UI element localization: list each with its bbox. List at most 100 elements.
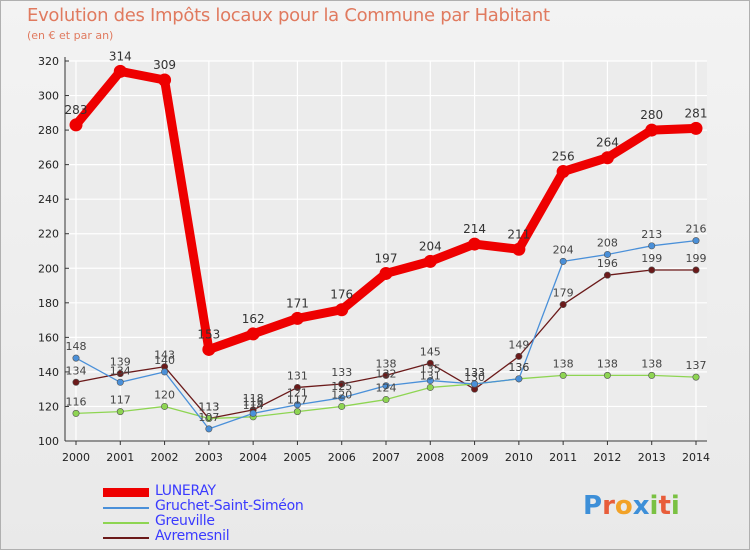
data-point xyxy=(72,409,80,417)
data-label: 107 xyxy=(198,411,219,424)
data-point xyxy=(648,266,656,274)
data-label: 153 xyxy=(197,327,220,341)
data-label: 256 xyxy=(552,150,575,164)
x-tick-label: 2011 xyxy=(549,451,577,464)
data-label: 145 xyxy=(420,345,441,358)
y-tick-label: 300 xyxy=(38,90,59,103)
data-label: 264 xyxy=(596,136,619,150)
y-tick-label: 260 xyxy=(38,159,59,172)
x-tick-label: 2006 xyxy=(328,451,356,464)
x-tick-label: 2009 xyxy=(461,451,489,464)
data-label: 283 xyxy=(65,103,88,117)
x-tick-label: 2001 xyxy=(106,451,134,464)
data-label: 131 xyxy=(420,369,441,382)
legend-swatch xyxy=(103,521,149,524)
data-label: 120 xyxy=(331,388,352,401)
data-point xyxy=(116,408,124,416)
data-label: 137 xyxy=(686,359,707,372)
x-tick-label: 2007 xyxy=(372,451,400,464)
legend-swatch xyxy=(103,488,149,497)
data-label: 139 xyxy=(110,356,131,369)
legend-label: Gruchet-Saint-Siméon xyxy=(155,498,304,514)
data-point xyxy=(559,301,567,309)
data-label: 133 xyxy=(464,366,485,379)
data-label: 138 xyxy=(376,357,397,370)
data-point xyxy=(423,254,437,268)
data-point xyxy=(205,415,213,423)
data-point xyxy=(72,354,80,362)
data-label: 121 xyxy=(287,387,308,400)
legend-label: Avremesnil xyxy=(155,528,230,544)
data-point xyxy=(205,425,213,433)
data-point xyxy=(692,373,700,381)
data-point xyxy=(379,266,393,280)
x-tick-label: 2014 xyxy=(682,451,710,464)
data-label: 134 xyxy=(66,364,87,377)
x-tick-label: 2000 xyxy=(62,451,90,464)
x-tick-label: 2002 xyxy=(151,451,179,464)
data-label: 113 xyxy=(198,401,219,414)
data-point xyxy=(161,368,169,376)
data-label: 130 xyxy=(464,371,485,384)
chart-title: Evolution des Impôts locaux pour la Comm… xyxy=(27,5,550,26)
data-label: 280 xyxy=(640,108,663,122)
data-label: 116 xyxy=(66,395,87,408)
data-point xyxy=(515,352,523,360)
data-point xyxy=(603,271,611,279)
data-point xyxy=(293,408,301,416)
data-label: 171 xyxy=(286,296,309,310)
logo-letter: x xyxy=(632,491,650,521)
data-point xyxy=(692,266,700,274)
legend-swatch xyxy=(103,506,149,509)
data-label: 120 xyxy=(154,388,175,401)
logo-letter: r xyxy=(602,491,615,521)
data-label: 114 xyxy=(243,399,264,412)
data-label: 113 xyxy=(198,401,219,414)
data-label: 133 xyxy=(464,366,485,379)
data-label: 135 xyxy=(420,363,441,376)
x-tick-label: 2008 xyxy=(416,451,444,464)
y-tick-label: 240 xyxy=(38,193,59,206)
data-label: 199 xyxy=(686,252,707,265)
data-label: 179 xyxy=(553,287,574,300)
y-tick-label: 180 xyxy=(38,297,59,310)
y-tick-label: 220 xyxy=(38,228,59,241)
data-point xyxy=(382,396,390,404)
legend-label: Greuville xyxy=(155,513,215,529)
logo-letter: P xyxy=(583,491,603,521)
data-label: 309 xyxy=(153,58,176,72)
data-point xyxy=(648,242,656,250)
logo-letter: i xyxy=(670,491,680,521)
data-label: 138 xyxy=(597,357,618,370)
data-point xyxy=(69,118,83,132)
logo-letter: i xyxy=(649,491,659,521)
data-label: 132 xyxy=(376,368,397,381)
data-label: 211 xyxy=(507,227,530,241)
y-tick-label: 320 xyxy=(38,55,59,68)
data-label: 196 xyxy=(597,257,618,270)
y-tick-label: 120 xyxy=(38,400,59,413)
data-point xyxy=(600,151,614,165)
proxiti-logo: Proxiti xyxy=(583,491,680,521)
data-point xyxy=(382,382,390,390)
data-point xyxy=(515,375,523,383)
data-point xyxy=(72,378,80,386)
data-label: 116 xyxy=(243,395,264,408)
data-point xyxy=(471,380,479,388)
data-point xyxy=(293,401,301,409)
data-label: 214 xyxy=(463,222,486,236)
data-point xyxy=(113,64,127,78)
data-label: 197 xyxy=(375,251,398,265)
data-label: 199 xyxy=(641,252,662,265)
data-point xyxy=(603,371,611,379)
data-point xyxy=(116,370,124,378)
y-tick-label: 140 xyxy=(38,366,59,379)
data-label: 281 xyxy=(685,106,708,120)
data-label: 134 xyxy=(110,364,131,377)
data-point xyxy=(559,371,567,379)
chart-subtitle: (en € et par an) xyxy=(27,29,114,42)
data-point xyxy=(692,237,700,245)
data-label: 176 xyxy=(330,288,353,302)
